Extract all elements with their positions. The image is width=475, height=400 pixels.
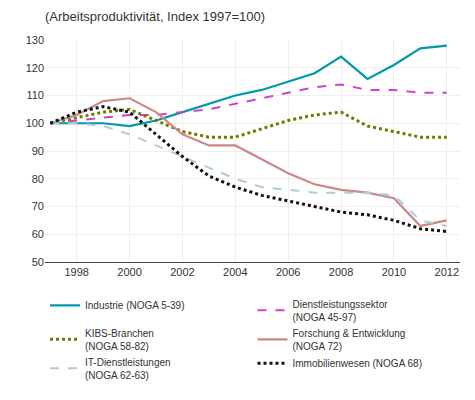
svg-text:2000: 2000: [117, 266, 141, 278]
svg-text:Industrie (NOGA 5-39): Industrie (NOGA 5-39): [85, 300, 184, 311]
svg-text:1998: 1998: [64, 266, 88, 278]
svg-text:120: 120: [26, 62, 44, 74]
svg-text:80: 80: [32, 173, 44, 185]
svg-text:110: 110: [26, 89, 44, 101]
svg-text:2002: 2002: [170, 266, 194, 278]
svg-text:IT-Dienstleistungen(NOGA 62-63: IT-Dienstleistungen(NOGA 62-63): [85, 357, 171, 381]
svg-text:Forschung & Entwicklung(NOGA 7: Forschung & Entwicklung(NOGA 72): [293, 328, 406, 352]
svg-text:50: 50: [32, 256, 44, 268]
svg-text:130: 130: [26, 34, 44, 46]
svg-text:90: 90: [32, 145, 44, 157]
svg-text:2010: 2010: [382, 266, 406, 278]
svg-text:70: 70: [32, 200, 44, 212]
svg-text:KIBS-Branchen(NOGA 58-82): KIBS-Branchen(NOGA 58-82): [85, 328, 154, 352]
svg-text:2008: 2008: [329, 266, 353, 278]
svg-text:2006: 2006: [276, 266, 300, 278]
svg-text:2012: 2012: [435, 266, 459, 278]
svg-text:Dienstleistungssektor(NOGA 45-: Dienstleistungssektor(NOGA 45-97): [293, 299, 389, 323]
svg-text:100: 100: [26, 117, 44, 129]
svg-text:60: 60: [32, 228, 44, 240]
svg-text:2004: 2004: [223, 266, 247, 278]
svg-text:(Arbeitsproduktivität, Index 1: (Arbeitsproduktivität, Index 1997=100): [45, 9, 265, 24]
svg-text:Immobilienwesen (NOGA 68): Immobilienwesen (NOGA 68): [293, 358, 423, 369]
